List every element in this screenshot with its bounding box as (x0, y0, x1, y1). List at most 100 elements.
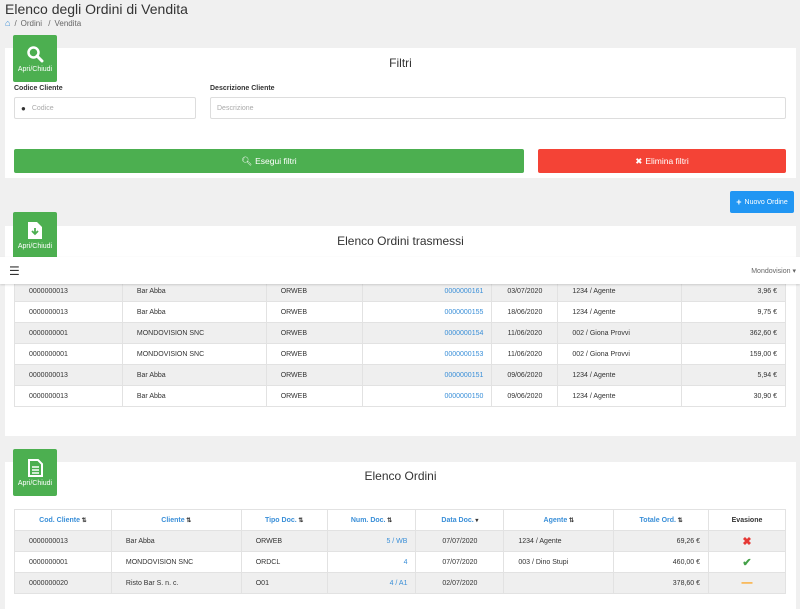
cell-doc-date: 11/06/2020 (491, 343, 559, 365)
cell-total: 460,00 € (613, 551, 710, 573)
cell-doc-type: ORWEB (265, 322, 363, 344)
table-row[interactable]: 0000000001 MONDOVISION SNC ORDCL 4 07/07/202… (14, 551, 786, 573)
user-menu[interactable]: Mondovision ▾ (751, 267, 796, 275)
cell-total: 9,75 € (681, 301, 786, 323)
column-header-label: Tipo Doc. (264, 516, 297, 524)
new-order-button[interactable]: + Nuovo Ordine (730, 191, 794, 213)
cell-total: 159,00 € (681, 343, 786, 365)
transmitted-toggle-button[interactable]: Apri/Chiudi (13, 212, 57, 259)
cell-customer-code: 0000000013 (14, 385, 123, 407)
column-header-label: Evasione (731, 516, 763, 524)
column-header[interactable]: Totale Ord. ⇅ (613, 509, 710, 531)
cell-total: 30,90 € (681, 385, 786, 407)
apply-filters-button[interactable]: 🔍︎ Esegui filtri (14, 149, 524, 173)
cell-agent: 1234 / Agente (557, 385, 683, 407)
cell-agent: 1234 / Agente (503, 530, 615, 552)
breadcrumb-item-ordini[interactable]: Ordini (20, 18, 43, 28)
orders-title: Elenco Ordini (364, 469, 437, 483)
cell-doc-number-link[interactable]: 0000000150 (361, 385, 493, 407)
cell-doc-number-link[interactable]: 4 (326, 551, 417, 573)
column-header[interactable]: Cod. Cliente ⇅ (14, 509, 112, 531)
sort-icon: ⇅ (385, 517, 393, 524)
not-fulfilled-icon: ✖ (742, 535, 752, 548)
table-row[interactable]: 0000000001 MONDOVISION SNC ORWEB 0000000154… (14, 322, 786, 344)
table-row[interactable]: 0000000013 Bar Abba ORWEB 0000000150 09/06/2… (14, 385, 786, 407)
column-header-label: Agente (543, 516, 568, 524)
transmitted-orders-table: 0000000013 Bar Abba ORWEB 0000000161 03/07/2… (14, 280, 786, 407)
transmitted-title: Elenco Ordini trasmessi (337, 234, 464, 248)
column-header[interactable]: Data Doc. ▾ (415, 509, 505, 531)
document-icon (27, 458, 43, 477)
table-row[interactable]: 0000000013 Bar Abba ORWEB 0000000155 18/06/2… (14, 301, 786, 323)
cell-customer: Bar Abba (121, 385, 267, 407)
breadcrumb-item-vendita: Vendita (54, 18, 82, 28)
fulfilled-icon: ✔ (742, 556, 752, 569)
download-file-icon (28, 222, 42, 239)
cell-doc-type: ORWEB (240, 530, 328, 552)
table-row[interactable]: 0000000001 MONDOVISION SNC ORWEB 0000000153… (14, 343, 786, 365)
cell-agent: 002 / Giona Provvi (557, 343, 683, 365)
cell-doc-type: ORWEB (265, 280, 363, 302)
column-header[interactable]: Agente ⇅ (503, 509, 615, 531)
menu-icon[interactable]: ☰ (9, 263, 20, 278)
cell-customer-code: 0000000001 (14, 551, 112, 573)
cell-doc-type: ORWEB (265, 385, 363, 407)
page-title: Elenco degli Ordini di Vendita (5, 1, 188, 17)
cell-doc-type: O01 (240, 572, 328, 594)
cell-customer: Bar Abba (121, 364, 267, 386)
plus-icon: + (736, 197, 742, 207)
sort-icon: ⇅ (675, 517, 683, 524)
cell-agent: 1234 / Agente (557, 364, 683, 386)
search-icon: 🔍︎ (241, 155, 253, 166)
cell-doc-date: 03/07/2020 (491, 280, 559, 302)
column-header[interactable]: Tipo Doc. ⇅ (240, 509, 328, 531)
cell-doc-date: 11/06/2020 (491, 322, 559, 344)
column-header-label: Cod. Cliente (39, 516, 81, 524)
cell-doc-date: 09/06/2020 (491, 385, 559, 407)
partial-icon: — (741, 577, 753, 589)
cell-fulfillment: ✖ (708, 530, 786, 552)
cell-doc-number-link[interactable]: 0000000154 (361, 322, 493, 344)
cell-doc-number-link[interactable]: 0000000155 (361, 301, 493, 323)
orders-panel: Elenco Ordini Cod. Cliente ⇅ Cliente ⇅ Tip… (5, 462, 796, 609)
cell-doc-number-link[interactable]: 0000000153 (361, 343, 493, 365)
cell-customer: Bar Abba (121, 301, 267, 323)
cell-customer: Risto Bar S. n. c. (110, 572, 242, 594)
column-header-label: Totale Ord. (639, 516, 676, 524)
cell-doc-number-link[interactable]: 0000000151 (361, 364, 493, 386)
search-icon (27, 45, 44, 62)
cell-customer-code: 0000000001 (14, 343, 123, 365)
cell-doc-date: 18/06/2020 (491, 301, 559, 323)
cell-fulfillment: — (708, 572, 786, 594)
sort-icon: ⇅ (80, 517, 87, 524)
orders-toggle-button[interactable]: Apri/Chiudi (13, 449, 57, 496)
customer-description-input[interactable]: Descrizione (210, 97, 786, 119)
table-row[interactable]: 0000000013 Bar Abba ORWEB 0000000151 09/06/2… (14, 364, 786, 386)
home-icon[interactable]: ⌂ (5, 18, 11, 28)
close-icon: ✖ (635, 155, 643, 166)
cell-doc-date: 07/07/2020 (415, 551, 505, 573)
cell-doc-type: ORWEB (265, 364, 363, 386)
breadcrumb: ⌂ / Ordini / Vendita (5, 18, 82, 28)
table-row[interactable]: 0000000013 Bar Abba ORWEB 5 / WB 07/07/2020 1… (14, 530, 786, 552)
filters-title: Filtri (389, 56, 412, 70)
cell-fulfillment: ✔ (708, 551, 786, 573)
column-header[interactable]: Cliente ⇅ (110, 509, 242, 531)
cell-doc-number-link[interactable]: 5 / WB (326, 530, 417, 552)
filters-toggle-button[interactable]: Apri/Chiudi (13, 35, 57, 82)
table-row[interactable]: 0000000020 Risto Bar S. n. c. O01 4 / A1 02/… (14, 572, 786, 594)
cell-doc-date: 07/07/2020 (415, 530, 505, 552)
customer-code-input[interactable]: ● Codice (14, 97, 196, 119)
column-header-label: Data Doc. (441, 516, 474, 524)
cell-doc-number-link[interactable]: 4 / A1 (326, 572, 417, 594)
cell-customer-code: 0000000013 (14, 364, 123, 386)
user-icon: ● (21, 103, 26, 113)
column-header[interactable]: Num. Doc. ⇅ (326, 509, 417, 531)
column-header-label: Cliente (161, 516, 185, 524)
cell-customer-code: 0000000013 (14, 530, 112, 552)
sort-icon: ⇅ (184, 517, 192, 524)
top-navbar: ☰ Mondovision ▾ (0, 257, 800, 284)
filters-panel: Filtri Codice Cliente ● Codice Descrizio… (5, 48, 796, 178)
sort-icon: ⇅ (296, 517, 304, 524)
clear-filters-button[interactable]: ✖ Elimina filtri (538, 149, 786, 173)
